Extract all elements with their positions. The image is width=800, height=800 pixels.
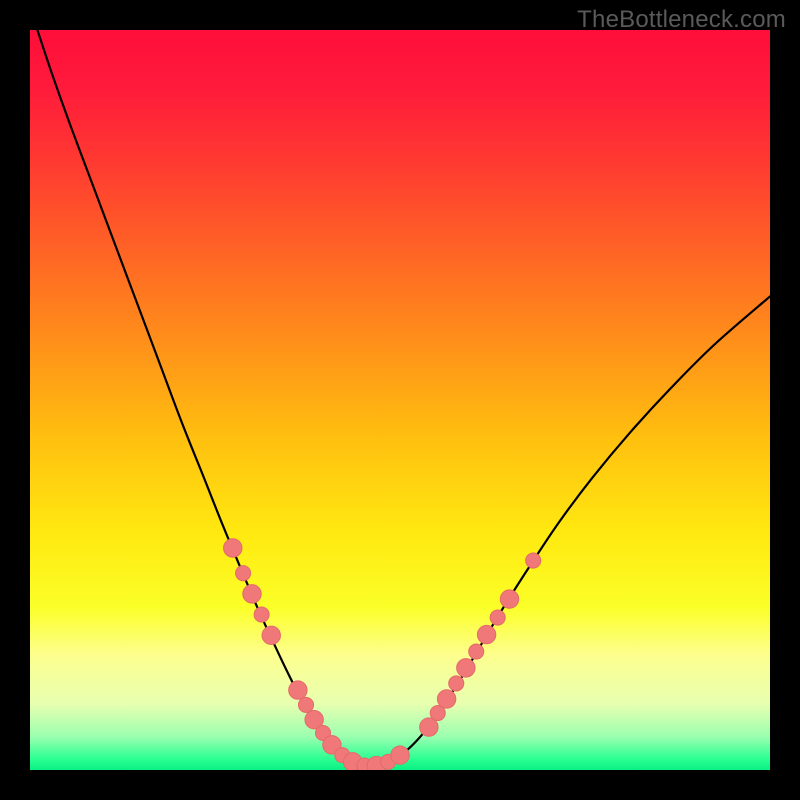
curve-dot: [243, 585, 261, 603]
curve-dot: [457, 659, 475, 677]
curve-dot: [500, 590, 518, 608]
plot-area: [30, 30, 770, 770]
curve-dot: [289, 681, 307, 699]
curve-dot: [236, 566, 251, 581]
curve-dot: [224, 539, 242, 557]
curve-dot: [469, 644, 484, 659]
curve-dot: [490, 610, 505, 625]
curve-dot: [254, 607, 269, 622]
curve-dot: [262, 626, 280, 644]
chart-frame: TheBottleneck.com: [0, 0, 800, 800]
curve-dot: [298, 697, 313, 712]
curve-dot: [449, 676, 464, 691]
curve-dot: [391, 746, 409, 764]
curve-dot: [477, 625, 495, 643]
curve-dot: [526, 553, 541, 568]
curve-dot: [437, 690, 455, 708]
watermark: TheBottleneck.com: [577, 6, 786, 34]
plot-svg: [30, 30, 770, 770]
